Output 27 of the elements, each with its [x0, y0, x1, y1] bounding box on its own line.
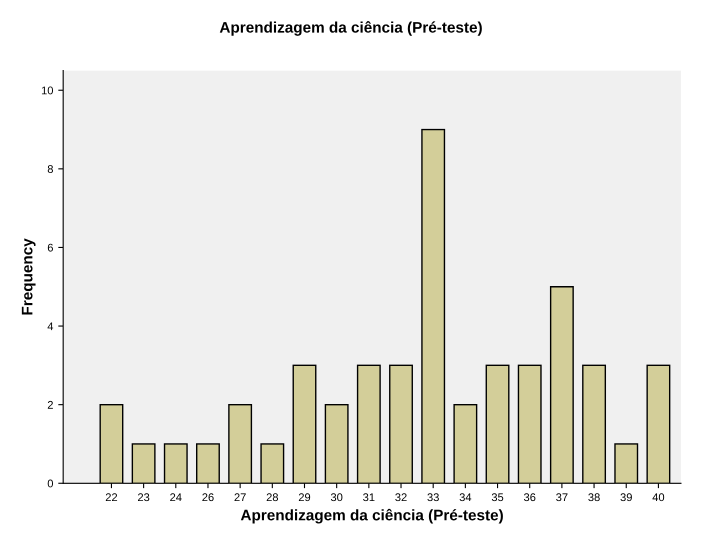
- x-tick-label: 24: [170, 493, 182, 502]
- x-tick-label: 40: [652, 493, 664, 502]
- x-tick-label: 37: [556, 493, 568, 502]
- x-tick-label: 26: [202, 493, 214, 502]
- y-tick-label: 8: [48, 165, 53, 173]
- x-tick-label: 33: [427, 493, 439, 502]
- x-tick-label: 28: [266, 493, 278, 502]
- x-tick-label: 23: [138, 493, 150, 502]
- x-axis-title: Aprendizagem da ciência (Pré-teste): [240, 508, 503, 524]
- y-tick-label: 6: [48, 244, 53, 252]
- x-tick-label: 27: [234, 493, 246, 502]
- x-tick-label: 32: [395, 493, 407, 502]
- x-tick-label: 39: [620, 493, 632, 502]
- x-tick-label: 35: [492, 493, 504, 502]
- x-tick-label: 36: [524, 493, 536, 502]
- y-tick-label: 4: [48, 322, 54, 330]
- x-tick-label: 34: [460, 493, 472, 502]
- x-tick-label: 38: [588, 493, 600, 502]
- chart-title: Aprendizagem da ciência (Pré-teste): [220, 21, 482, 36]
- x-tick-label: 29: [298, 493, 310, 502]
- y-tick-label: 2: [48, 400, 53, 409]
- x-tick-label: 31: [363, 493, 374, 502]
- x-tick-label: 30: [330, 493, 342, 502]
- y-axis-title: Frequency: [22, 238, 36, 315]
- x-tick-label: 22: [106, 493, 118, 502]
- y-tick-label: 10: [42, 86, 54, 94]
- y-tick-label: 0: [48, 480, 54, 488]
